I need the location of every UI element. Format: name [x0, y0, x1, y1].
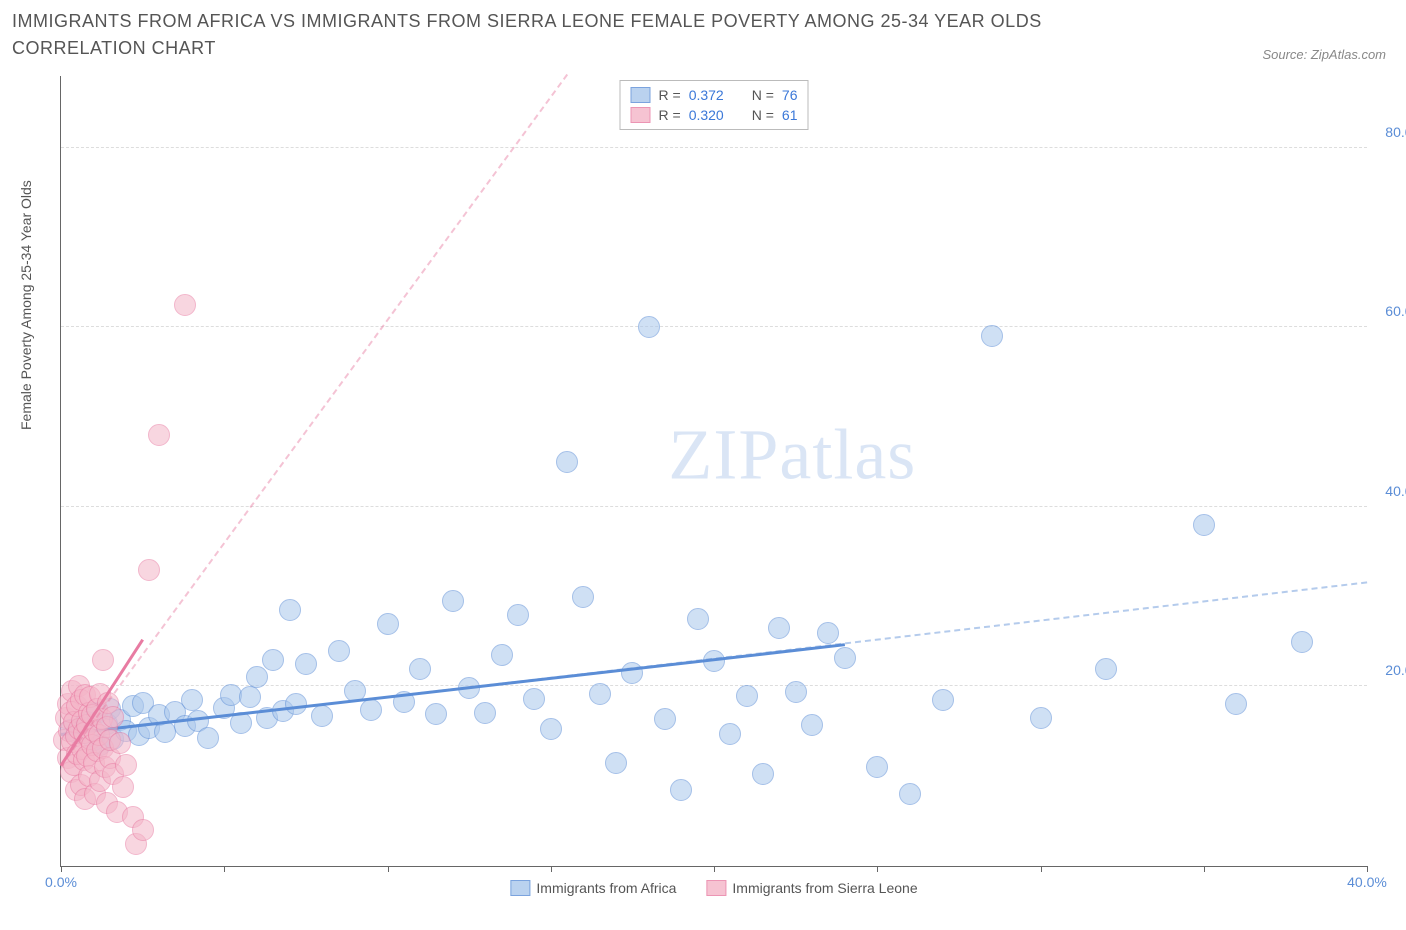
data-point	[768, 617, 790, 639]
y-tick-label: 80.0%	[1385, 124, 1406, 140]
legend-swatch	[631, 87, 651, 103]
gridline	[61, 147, 1367, 148]
data-point	[866, 756, 888, 778]
data-point	[148, 424, 170, 446]
data-point	[719, 723, 741, 745]
data-point	[801, 714, 823, 736]
data-point	[1030, 707, 1052, 729]
data-point	[736, 685, 758, 707]
data-point	[409, 658, 431, 680]
n-value: 76	[782, 87, 798, 103]
data-point	[1193, 514, 1215, 536]
data-point	[899, 783, 921, 805]
data-point	[360, 699, 382, 721]
gridline	[61, 326, 1367, 327]
data-point	[507, 604, 529, 626]
x-tick	[388, 866, 389, 872]
data-point	[295, 653, 317, 675]
source-attribution: Source: ZipAtlas.com	[1262, 47, 1386, 62]
data-point	[1225, 693, 1247, 715]
x-tick	[714, 866, 715, 872]
data-point	[425, 703, 447, 725]
data-point	[442, 590, 464, 612]
stats-legend: R = 0.372 N = 76 R = 0.320 N = 61	[620, 80, 809, 130]
data-point	[1095, 658, 1117, 680]
data-point	[589, 683, 611, 705]
data-point	[491, 644, 513, 666]
data-point	[981, 325, 1003, 347]
data-point	[474, 702, 496, 724]
y-tick-label: 20.0%	[1385, 662, 1406, 678]
x-tick-label: 40.0%	[1347, 874, 1387, 890]
data-point	[752, 763, 774, 785]
data-point	[109, 732, 131, 754]
data-point	[239, 686, 261, 708]
series-legend: Immigrants from Africa Immigrants from Si…	[510, 880, 917, 896]
legend-label: Immigrants from Africa	[536, 880, 676, 896]
x-tick	[224, 866, 225, 872]
chart-title: IMMIGRANTS FROM AFRICA VS IMMIGRANTS FRO…	[12, 8, 1112, 62]
legend-stat-row: R = 0.372 N = 76	[631, 85, 798, 105]
legend-swatch	[706, 880, 726, 896]
y-tick-label: 40.0%	[1385, 483, 1406, 499]
data-point	[817, 622, 839, 644]
data-point	[112, 776, 134, 798]
data-point	[115, 754, 137, 776]
watermark: ZIPatlas	[668, 414, 916, 497]
legend-swatch	[631, 107, 651, 123]
x-tick	[551, 866, 552, 872]
data-point	[556, 451, 578, 473]
data-point	[785, 681, 807, 703]
x-tick	[1041, 866, 1042, 872]
x-tick	[1204, 866, 1205, 872]
data-point	[138, 559, 160, 581]
data-point	[540, 718, 562, 740]
n-label: N =	[752, 87, 774, 103]
data-point	[197, 727, 219, 749]
data-point	[523, 688, 545, 710]
data-point	[687, 608, 709, 630]
r-value: 0.372	[689, 87, 724, 103]
data-point	[92, 649, 114, 671]
data-point	[572, 586, 594, 608]
data-point	[834, 647, 856, 669]
trend-line	[61, 581, 1367, 736]
data-point	[174, 294, 196, 316]
data-point	[328, 640, 350, 662]
x-tick	[61, 866, 62, 872]
data-point	[246, 666, 268, 688]
n-label: N =	[752, 107, 774, 123]
legend-item: Immigrants from Sierra Leone	[706, 880, 917, 896]
data-point	[1291, 631, 1313, 653]
data-point	[181, 689, 203, 711]
data-point	[311, 705, 333, 727]
data-point	[102, 706, 124, 728]
data-point	[638, 316, 660, 338]
r-label: R =	[659, 87, 681, 103]
legend-stat-row: R = 0.320 N = 61	[631, 105, 798, 125]
x-tick	[1367, 866, 1368, 872]
x-tick-label: 0.0%	[45, 874, 77, 890]
data-point	[605, 752, 627, 774]
legend-swatch	[510, 880, 530, 896]
data-point	[132, 819, 154, 841]
legend-item: Immigrants from Africa	[510, 880, 676, 896]
scatter-chart: ZIPatlas R =0.372N =76R =0.320N =61 Immi…	[60, 76, 1367, 867]
r-value: 0.320	[689, 107, 724, 123]
data-point	[670, 779, 692, 801]
data-point	[262, 649, 284, 671]
gridline	[61, 506, 1367, 507]
legend-label: Immigrants from Sierra Leone	[732, 880, 917, 896]
data-point	[377, 613, 399, 635]
y-axis-label: Female Poverty Among 25-34 Year Olds	[18, 180, 34, 430]
data-point	[279, 599, 301, 621]
n-value: 61	[782, 107, 798, 123]
data-point	[932, 689, 954, 711]
data-point	[654, 708, 676, 730]
r-label: R =	[659, 107, 681, 123]
y-tick-label: 60.0%	[1385, 303, 1406, 319]
x-tick	[877, 866, 878, 872]
